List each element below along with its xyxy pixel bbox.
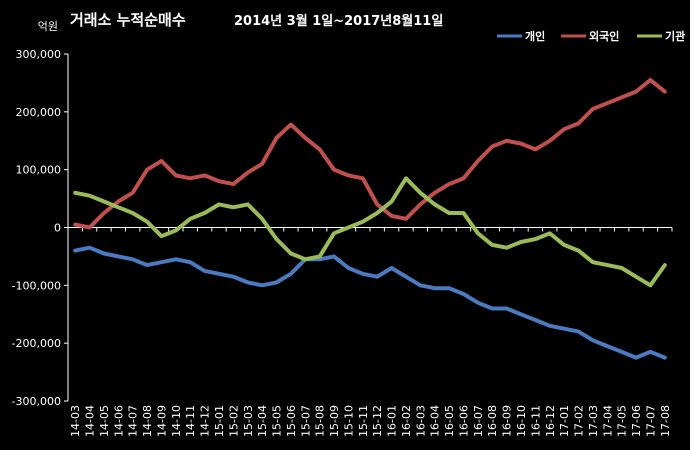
y-tick-label: -300,000 (12, 395, 61, 408)
x-tick-label: 16-04 (429, 405, 442, 437)
y-axis-unit-label: 억원 (38, 20, 58, 33)
x-tick-label: 16-10 (515, 405, 528, 437)
x-tick-label: 14-12 (199, 405, 212, 437)
x-tick-label: 16-05 (443, 405, 456, 437)
x-tick-label: 14-04 (84, 405, 97, 437)
legend-label-institution: 기관 (665, 29, 685, 43)
y-tick-label: 100,000 (16, 164, 62, 177)
x-tick-label: 16-06 (457, 405, 470, 437)
x-tick-label: 15-01 (213, 405, 226, 437)
y-tick-label: 200,000 (16, 106, 62, 119)
x-tick-label: 15-08 (314, 405, 327, 437)
series-line-institution (73, 176, 667, 288)
y-tick-label: 300,000 (16, 48, 62, 61)
x-tick-label: 14-03 (69, 405, 82, 437)
x-tick-label: 17-01 (558, 405, 571, 437)
x-tick-label: 15-09 (328, 405, 341, 437)
legend-label-individual: 개인 (525, 29, 545, 43)
x-tick-label: 14-07 (127, 405, 140, 437)
x-tick-label: 16-12 (544, 405, 557, 437)
x-tick-label: 17-02 (573, 405, 586, 437)
x-tick-label: 15-06 (285, 405, 298, 437)
x-tick-label: 15-05 (271, 405, 284, 437)
x-tick-label: 16-11 (529, 405, 542, 437)
x-tick-label: 17-08 (659, 405, 672, 437)
legend-label-foreign: 외국인 (589, 29, 619, 43)
x-tick-label: 15-04 (256, 405, 269, 437)
x-tick-label: 16-09 (501, 405, 514, 437)
x-tick-label: 17-04 (601, 405, 614, 437)
x-tick-label: 16-07 (472, 405, 485, 437)
x-tick-label: 14-10 (170, 405, 183, 437)
axes: 300,000 200,000 100,000 0 -100,000 -200,000 -3… (12, 48, 673, 437)
x-tick-label: 17-05 (616, 405, 629, 437)
x-tick-label: 15-02 (227, 405, 240, 437)
x-tick-label: 16-02 (400, 405, 413, 437)
y-tick-label: -200,000 (12, 337, 61, 350)
y-tick-label: -100,000 (12, 279, 61, 292)
x-tick-label: 15-03 (242, 405, 255, 437)
x-tick-label: 16-01 (386, 405, 399, 437)
x-tick-label: 15-07 (299, 405, 312, 437)
x-tick-label: 15-11 (357, 405, 370, 437)
x-tick-label: 16-08 (486, 405, 499, 437)
x-tick-label: 17-07 (644, 405, 657, 437)
y-tick-label: 0 (54, 222, 61, 235)
x-tick-label: 14-09 (155, 405, 168, 437)
x-tick-label: 14-06 (112, 405, 125, 437)
chart-subtitle: 2014년 3월 1일~2017년8월11일 (234, 13, 443, 29)
series-line-foreign (73, 78, 667, 230)
x-tick-label: 16-03 (414, 405, 427, 437)
series-line-individual (73, 245, 667, 360)
legend: 개인 외국인 기관 (497, 29, 685, 43)
x-tick-label: 17-03 (587, 405, 600, 437)
chart-title: 거래소 누적순매수 (70, 11, 186, 29)
x-tick-label: 14-11 (184, 405, 197, 437)
x-tick-label: 15-10 (342, 405, 355, 437)
x-tick-label: 14-05 (98, 405, 111, 437)
x-tick-label: 15-12 (371, 405, 384, 437)
x-tick-label: 17-06 (630, 405, 643, 437)
x-tick-label: 14-08 (141, 405, 154, 437)
series-layer (73, 78, 667, 360)
